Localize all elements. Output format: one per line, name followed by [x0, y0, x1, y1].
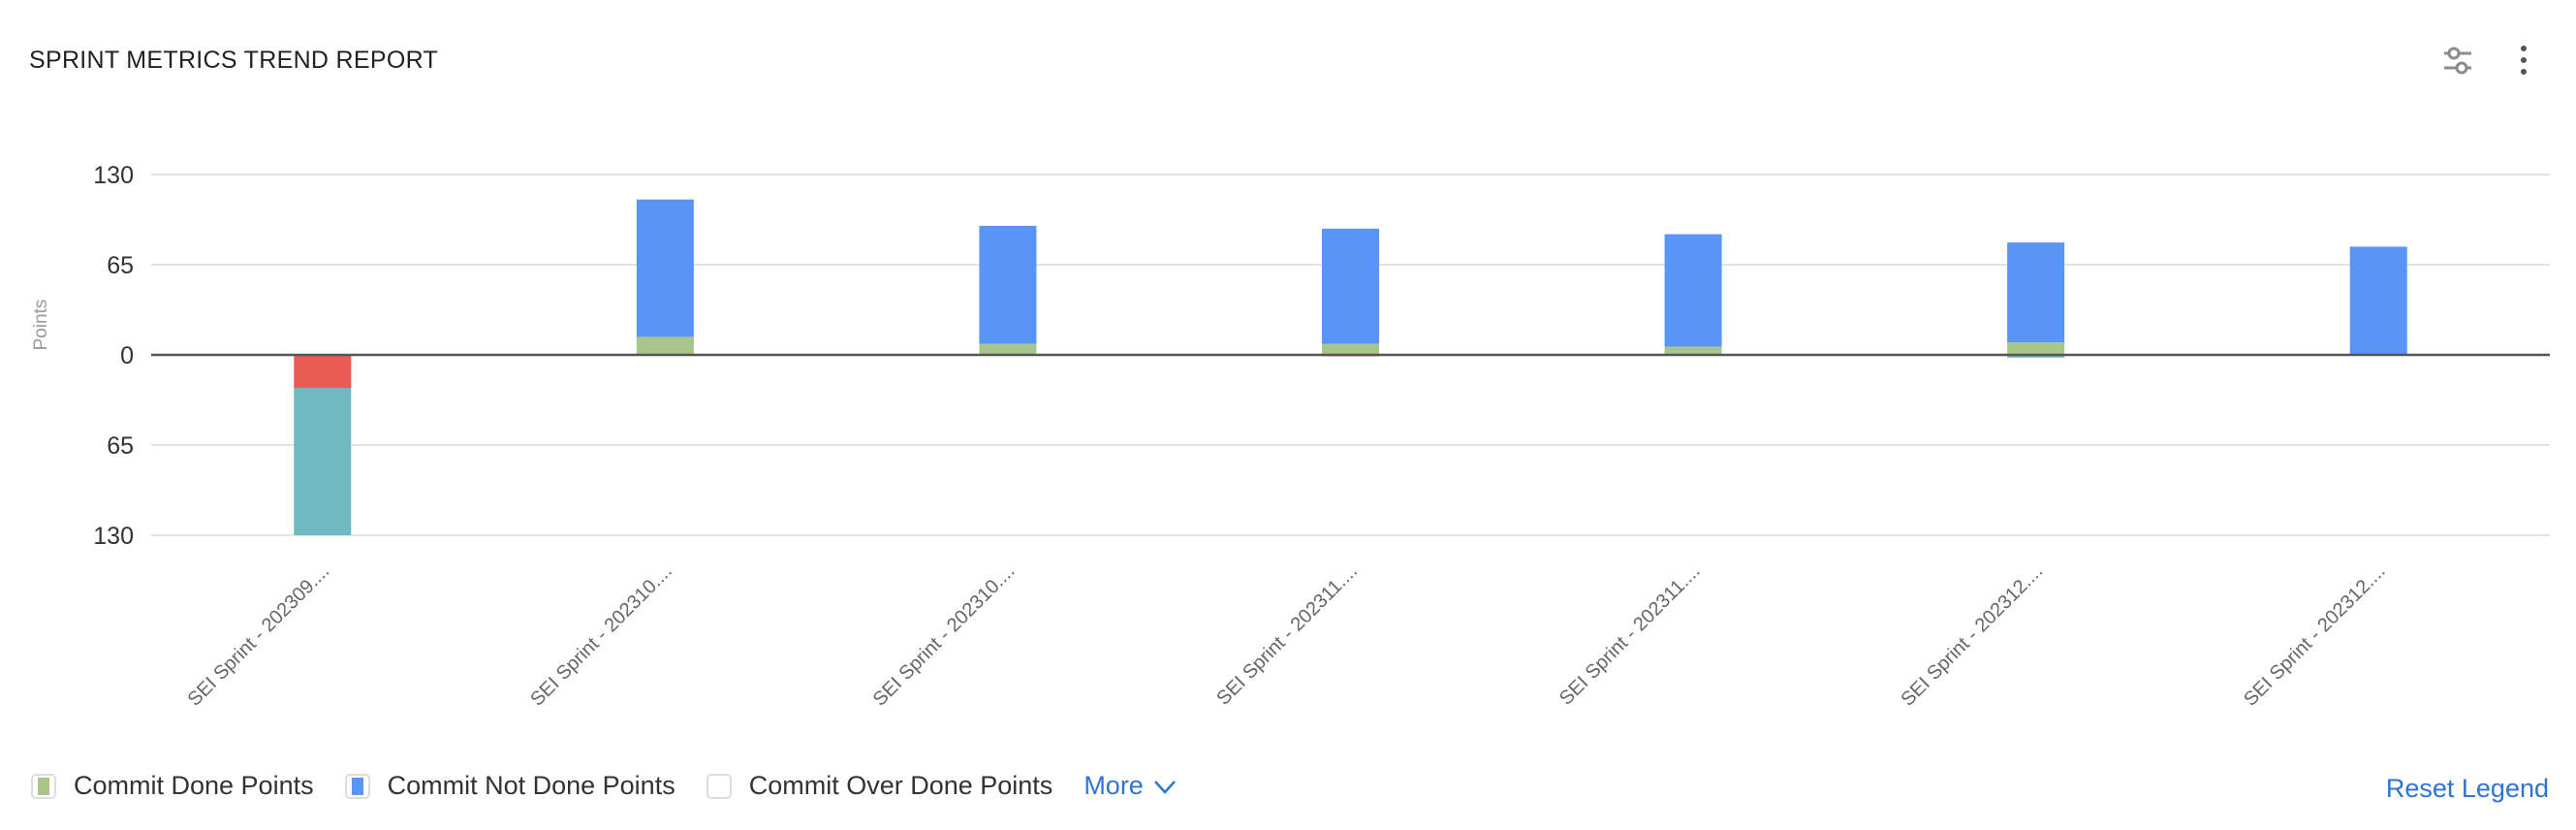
legend-label: Commit Done Points: [74, 771, 314, 800]
more-label: More: [1084, 771, 1144, 800]
legend-swatch: [351, 777, 363, 795]
legend-label: Commit Over Done Points: [748, 771, 1053, 800]
chevron-down-icon: [1153, 780, 1176, 794]
bar-segment: [1322, 343, 1379, 355]
bar-segment: [636, 199, 694, 337]
x-tick-label: SEI Sprint - 202312....: [2240, 560, 2390, 711]
bar-segment: [2007, 355, 2065, 358]
legend-swatch: [38, 777, 49, 795]
x-tick-label: SEI Sprint - 202311....: [1212, 560, 1362, 710]
y-axis-label: Points: [31, 300, 51, 351]
bar-segment: [1322, 228, 1379, 344]
legend: Commit Done Points Commit Not Done Point…: [31, 771, 1178, 801]
legend-checkbox[interactable]: [31, 773, 56, 799]
y-tick-label: 130: [93, 162, 134, 189]
sprint-metrics-chart: 130 65 0 65 130 Points SEI Sprint - 202309....…: [31, 162, 2550, 711]
legend-item-commit-done[interactable]: Commit Done Points: [31, 771, 314, 801]
legend-item-commit-not-done[interactable]: Commit Not Done Points: [344, 771, 675, 801]
more-vertical-icon[interactable]: [2502, 39, 2545, 81]
y-tick-label: 65: [107, 252, 134, 279]
bar-segment: [294, 355, 352, 389]
bar-segment: [979, 343, 1037, 355]
bar-segment: [2007, 342, 2065, 355]
legend-more-button[interactable]: More: [1084, 771, 1178, 801]
y-tick-label: 0: [120, 342, 134, 369]
x-tick-label: SEI Sprint - 202309....: [184, 560, 334, 711]
y-tick-label: 130: [93, 523, 134, 550]
x-tick-label: SEI Sprint - 202311....: [1555, 560, 1705, 710]
y-tick-label: 65: [107, 432, 134, 460]
legend-checkbox[interactable]: [344, 773, 370, 799]
legend-checkbox[interactable]: [706, 773, 732, 799]
bar-segment: [294, 388, 352, 535]
reset-legend-button[interactable]: Reset Legend: [2385, 774, 2549, 803]
bar-segment: [2349, 246, 2407, 355]
sliders-icon[interactable]: [2436, 39, 2479, 81]
bar-segment: [2007, 242, 2065, 343]
bar-segment: [636, 336, 694, 355]
bar-segment: [979, 225, 1037, 344]
x-tick-label: SEI Sprint - 202312....: [1897, 560, 2047, 711]
x-tick-label: SEI Sprint - 202310....: [869, 560, 1020, 711]
legend-label: Commit Not Done Points: [387, 771, 675, 800]
bar-segment: [1664, 234, 1722, 347]
x-tick-label: SEI Sprint - 202310....: [526, 560, 676, 711]
report-title: SPRINT METRICS TREND REPORT: [29, 47, 439, 74]
legend-item-commit-over-done[interactable]: Commit Over Done Points: [706, 771, 1053, 801]
bar-segment: [1664, 346, 1722, 355]
